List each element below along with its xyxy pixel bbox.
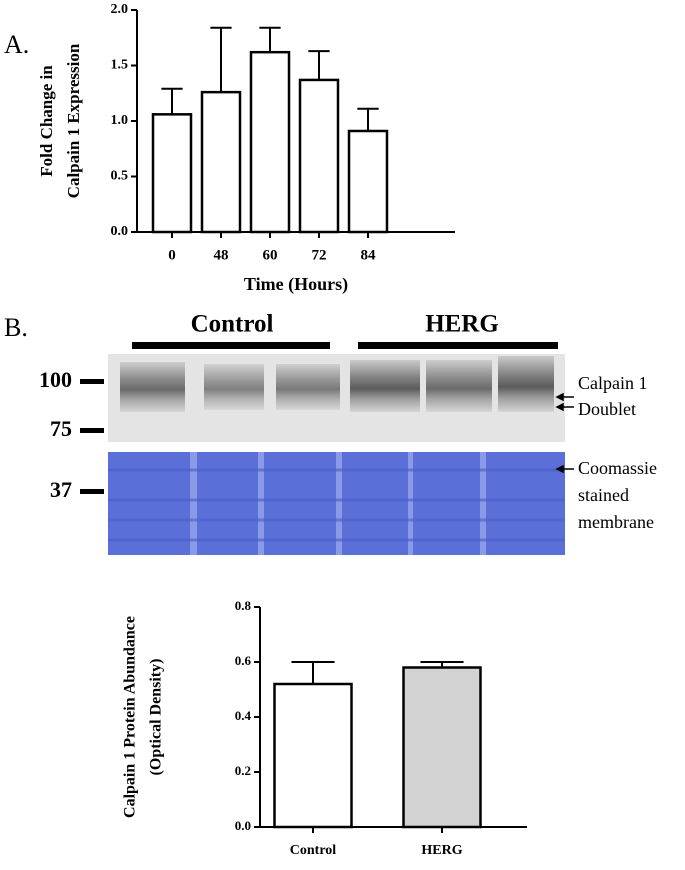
bar <box>273 682 353 829</box>
marker-tick <box>80 379 104 384</box>
y-tick-label: 0.0 <box>111 224 129 239</box>
panel-label: B. <box>4 313 28 342</box>
bar <box>298 78 340 234</box>
blot-annotation: Coomassie <box>578 458 657 478</box>
group-label: Control <box>191 311 274 338</box>
blot-bands <box>120 356 554 412</box>
y-tick-label: 0.2 <box>235 763 251 778</box>
x-axis-label: Time (Hours) <box>244 274 348 295</box>
blot-annotation: stained <box>578 485 629 505</box>
y-axis-label: Fold Change in <box>37 65 56 177</box>
bar <box>200 90 242 234</box>
bar <box>402 666 482 829</box>
x-tick-label: 60 <box>263 247 278 263</box>
group-bar <box>132 342 330 349</box>
membrane-lanes <box>190 452 486 555</box>
x-tick-label: 84 <box>361 247 377 263</box>
x-tick-label: 72 <box>312 247 327 263</box>
y-tick-label: 0.6 <box>235 653 252 668</box>
x-tick-label: Control <box>290 843 337 858</box>
bar <box>347 129 389 234</box>
group-bar <box>358 342 558 349</box>
y-tick-label: 0.4 <box>235 708 252 723</box>
y-tick-label: 0.5 <box>111 169 129 184</box>
y-tick-label: 1.5 <box>111 58 129 73</box>
bar <box>249 50 291 234</box>
y-tick-label: 0.0 <box>235 818 251 833</box>
blot-annotation: Doublet <box>578 399 636 419</box>
y-tick-label: 2.0 <box>111 2 129 17</box>
panel-label: A. <box>4 30 29 59</box>
y-axis-label: Calpain 1 Protein Abundance <box>122 616 139 818</box>
x-tick-label: HERG <box>421 843 462 858</box>
marker-label: 37 <box>50 477 72 502</box>
blot-annotation: Calpain 1 <box>578 373 648 393</box>
marker-tick <box>80 428 104 433</box>
blot-annotation: membrane <box>578 512 654 532</box>
membrane-stripes <box>108 468 565 542</box>
marker-label: 100 <box>39 367 72 392</box>
bar <box>151 113 193 234</box>
y-tick-label: 0.8 <box>235 598 252 613</box>
x-tick-label: 0 <box>168 247 176 263</box>
y-axis-label: (Optical Density) <box>148 659 165 776</box>
marker-label: 75 <box>50 416 72 441</box>
y-axis-label: Calpain 1 Expression <box>64 43 83 198</box>
arrows <box>555 392 574 474</box>
marker-tick <box>80 489 104 494</box>
y-tick-label: 1.0 <box>111 113 129 128</box>
x-tick-label: 48 <box>214 247 229 263</box>
group-label: HERG <box>425 311 499 338</box>
